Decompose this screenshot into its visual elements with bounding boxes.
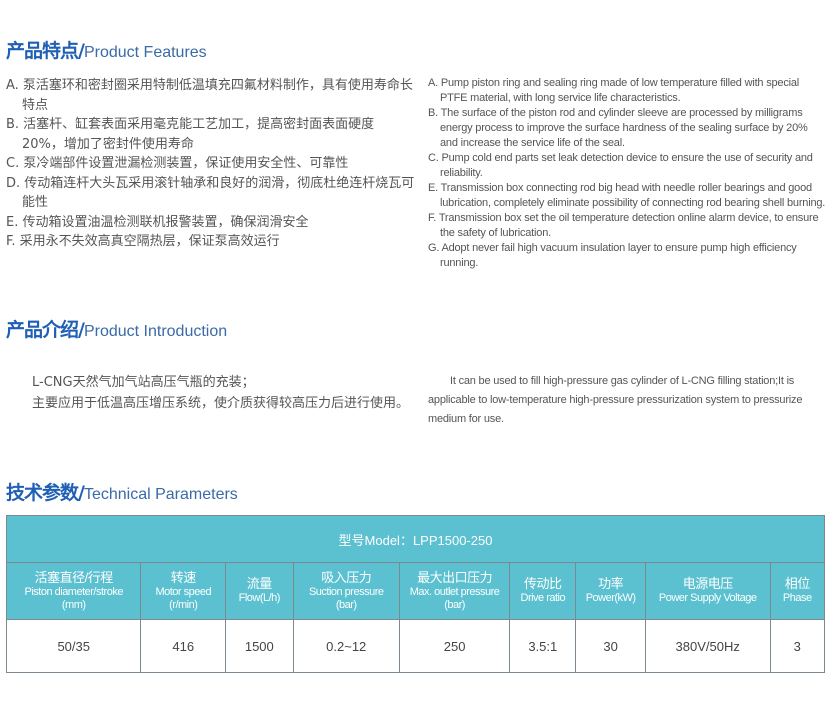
header-unit: (mm) bbox=[61, 598, 86, 611]
column-header: 电源电压 Power Supply Voltage bbox=[644, 562, 771, 620]
model-cell: 型号Model：LPP1500-250 bbox=[6, 515, 825, 563]
list-item: B. 活塞杆、缸套表面采用毫克能工艺加工，提高密封面表面硬度20%，增加了密封件… bbox=[6, 117, 375, 152]
header-en: Power(kW) bbox=[585, 592, 636, 604]
column-header: 流量 Flow(L/h) bbox=[225, 562, 294, 620]
parameters-table: 型号Model：LPP1500-250 活塞直径/行程 Piston diamet… bbox=[5, 515, 825, 673]
header-unit: (r/min) bbox=[169, 598, 198, 611]
header-en: Flow(L/h) bbox=[238, 592, 281, 604]
header-cn: 功率 bbox=[598, 576, 624, 591]
header-cn: 最大出口压力 bbox=[417, 569, 493, 585]
column-header: 活塞直径/行程 Piston diameter/stroke (mm) bbox=[5, 562, 142, 620]
intro-en: It can be used to fill high-pressure gas… bbox=[428, 375, 803, 425]
value-cell: 380V/50Hz bbox=[644, 619, 771, 673]
list-item: C. 泵冷端部件设置泄漏检测装置，保证使用安全性、可靠性 bbox=[6, 156, 349, 171]
features-title: 产品特点/Product Features bbox=[6, 40, 207, 62]
header-en: Suction pressure bbox=[308, 585, 384, 598]
value-cell: 0.2~12 bbox=[292, 619, 400, 673]
header-en: Piston diameter/stroke bbox=[24, 585, 124, 598]
header-cn: 活塞直径/行程 bbox=[34, 569, 114, 585]
header-en: Motor speed bbox=[155, 585, 212, 598]
column-header: 吸入压力 Suction pressure (bar) bbox=[292, 562, 400, 620]
value-cell: 50/35 bbox=[5, 619, 142, 673]
header-cn: 转速 bbox=[170, 569, 197, 585]
list-item: A. 泵活塞环和密封圈采用特制低温填充四氟材料制作，具有使用寿命长特点 bbox=[6, 78, 413, 113]
list-item: C. Pump cold end parts set leak detectio… bbox=[428, 152, 813, 179]
header-en: Max. outlet pressure bbox=[409, 585, 500, 598]
list-item: E. Transmission box connecting rod big h… bbox=[428, 182, 826, 209]
value-cell: 3 bbox=[769, 619, 825, 673]
intro-cn-line: L-CNG天然气加气站高压气瓶的充装； bbox=[32, 375, 255, 390]
list-item: E. 传动箱设置油温检测联机报警装置，确保润滑安全 bbox=[6, 214, 309, 230]
list-item: F. Transmission box set the oil temperat… bbox=[428, 212, 819, 239]
column-header: 转速 Motor speed (r/min) bbox=[140, 562, 227, 620]
header-en: Power Supply Voltage bbox=[658, 592, 757, 604]
list-item: F. 采用永不失效高真空隔热层，保证泵高效运行 bbox=[6, 234, 280, 249]
header-unit: (bar) bbox=[444, 598, 465, 611]
list-item: A. Pump piston ring and sealing ring mad… bbox=[428, 77, 800, 104]
header-cn: 相位 bbox=[784, 576, 811, 591]
column-header: 传动比 Drive ratio bbox=[509, 562, 577, 620]
header-en: Phase bbox=[782, 592, 812, 604]
value-cell: 416 bbox=[140, 619, 227, 673]
column-header: 最大出口压力 Max. outlet pressure (bar) bbox=[398, 562, 511, 620]
header-cn: 吸入压力 bbox=[321, 569, 372, 585]
params-title: 技术参数/Technical Parameters bbox=[6, 482, 238, 504]
value-cell: 1500 bbox=[225, 619, 294, 673]
header-cn: 流量 bbox=[246, 576, 273, 591]
features-cn-list: A. 泵活塞环和密封圈采用特制低温填充四氟材料制作，具有使用寿命长特点 B. 活… bbox=[6, 76, 416, 252]
intro-title: 产品介绍/Product Introduction bbox=[6, 319, 228, 341]
header-cn: 传动比 bbox=[524, 576, 562, 591]
features-en-list: A. Pump piston ring and sealing ring mad… bbox=[428, 76, 828, 271]
column-header: 功率 Power(kW) bbox=[575, 562, 646, 620]
value-cell: 250 bbox=[398, 619, 511, 673]
header-unit: (bar) bbox=[335, 598, 357, 611]
value-cell: 3.5:1 bbox=[509, 619, 577, 673]
intro-cn-line: 主要应用于低温高压增压系统，使介质获得较高压力后进行使用。 bbox=[32, 396, 410, 411]
value-cell: 30 bbox=[575, 619, 646, 673]
header-cn: 电源电压 bbox=[682, 576, 734, 591]
list-item: G. Adopt never fail high vacuum insulati… bbox=[428, 242, 797, 269]
column-header: 相位 Phase bbox=[769, 562, 825, 620]
header-en: Drive ratio bbox=[520, 592, 566, 604]
list-item: B. The surface of the piston rod and cyl… bbox=[428, 107, 808, 149]
list-item: D. 传动箱连杆大头瓦采用滚针轴承和良好的润滑，彻底杜绝连杆烧瓦可能性 bbox=[6, 175, 415, 211]
intro-cn: L-CNG天然气加气站高压气瓶的充装； 主要应用于低温高压增压系统，使介质获得较… bbox=[6, 372, 416, 414]
